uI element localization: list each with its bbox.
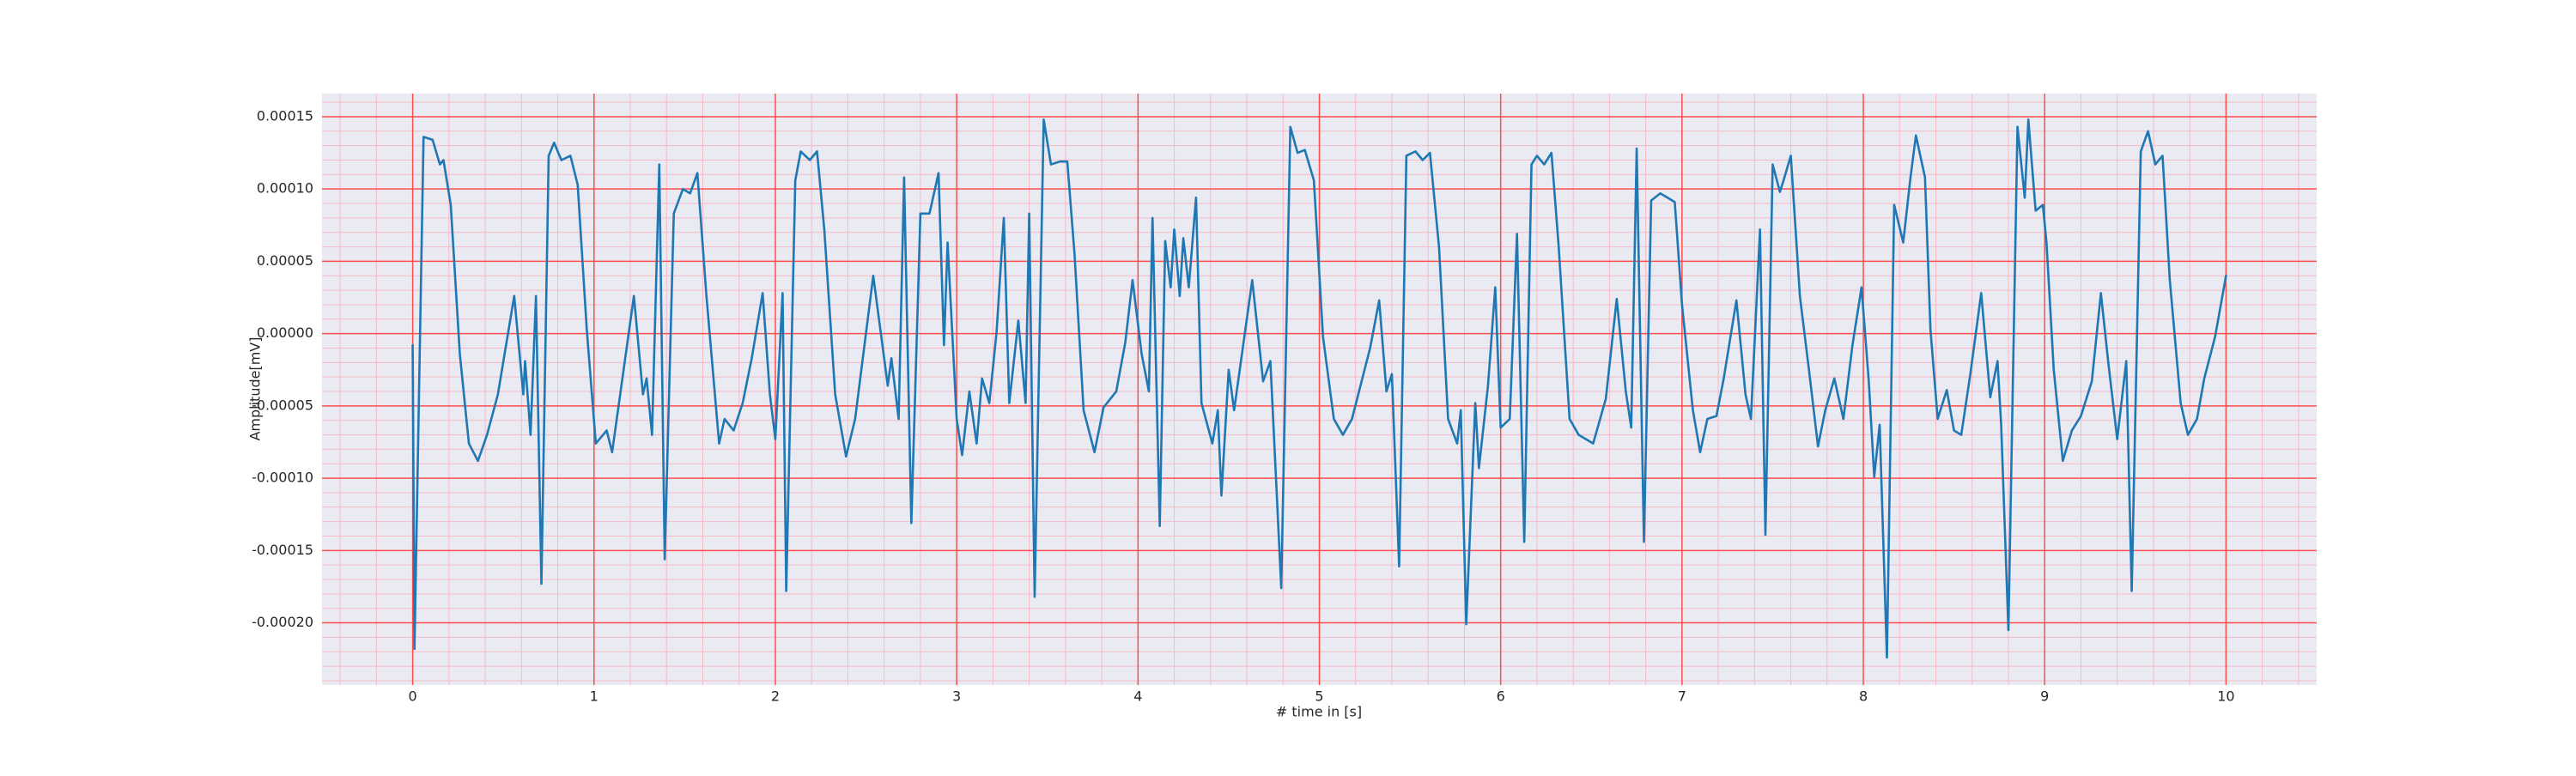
plot-area [411,118,2227,659]
y-axis-label: Amplitude[mV] [247,336,264,440]
x-tick-label: 5 [1315,688,1323,705]
x-tick-label: 6 [1497,688,1505,705]
x-tick-label: 4 [1133,688,1142,705]
y-tick-label: -0.00010 [252,470,313,486]
line-series [411,118,2227,659]
x-tick-label: 1 [590,688,598,705]
y-tick-label: 0.00015 [257,107,313,124]
x-axis-label: # time in [s] [1276,704,1362,720]
x-tick-label: 10 [2217,688,2234,705]
x-tick-label: 9 [2040,688,2049,705]
x-tick-label: 0 [408,688,416,705]
x-tick-label: 7 [1678,688,1686,705]
axes-labels: # time in [s] Amplitude[mV] 0 1 2 3 4 5 6 7 8 9 10… [247,107,2235,719]
x-tick-label: 2 [771,688,780,705]
grid [322,94,2317,685]
y-tick-label: -0.00005 [252,397,313,413]
y-tick-label: -0.00015 [252,542,313,558]
x-tick-label: 3 [952,688,961,705]
x-tick-label: 8 [1859,688,1868,705]
y-tick-label: 0.00010 [257,180,313,197]
y-tick-label: -0.00020 [252,614,313,630]
y-tick-label: 0.00005 [257,252,313,269]
y-tick-label: 0.00000 [257,324,313,341]
